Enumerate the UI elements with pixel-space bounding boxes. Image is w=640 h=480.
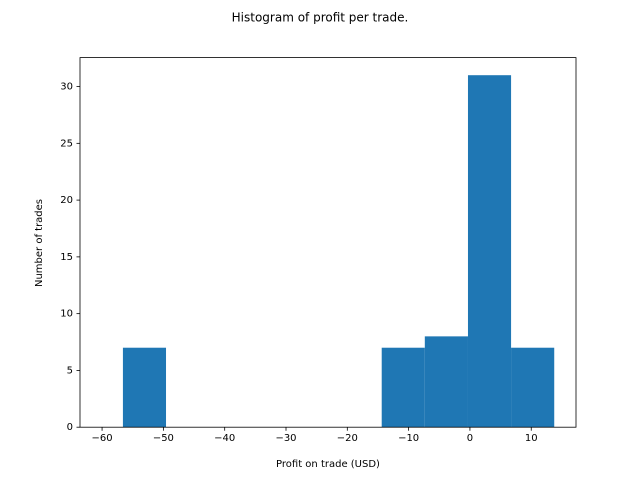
- y-tick-label: 20: [60, 195, 73, 206]
- x-tick-label: −20: [337, 433, 358, 444]
- x-axis-label: Profit on trade (USD): [276, 459, 380, 470]
- bar: [122, 347, 167, 428]
- y-axis-label: Number of trades: [34, 199, 45, 287]
- y-tick-label: 0: [67, 422, 73, 433]
- plot-frame: [79, 57, 577, 428]
- y-tick-label: 30: [60, 82, 73, 93]
- y-tick-label: 10: [60, 309, 73, 320]
- y-tick-label: 15: [60, 252, 73, 263]
- x-tick-label: 0: [467, 433, 473, 444]
- bar: [381, 347, 425, 428]
- x-tick-label: −30: [275, 433, 296, 444]
- x-tick-label: 10: [525, 433, 538, 444]
- x-tick-label: −50: [153, 433, 174, 444]
- bar: [511, 347, 555, 428]
- x-tick-label: −60: [92, 433, 113, 444]
- x-tick-label: −10: [398, 433, 419, 444]
- bar: [424, 336, 468, 428]
- y-tick-label: 5: [67, 365, 73, 376]
- chart-title: Histogram of profit per trade.: [232, 11, 409, 25]
- bar: [467, 75, 512, 428]
- x-tick-label: −40: [214, 433, 235, 444]
- y-tick-label: 25: [60, 138, 73, 149]
